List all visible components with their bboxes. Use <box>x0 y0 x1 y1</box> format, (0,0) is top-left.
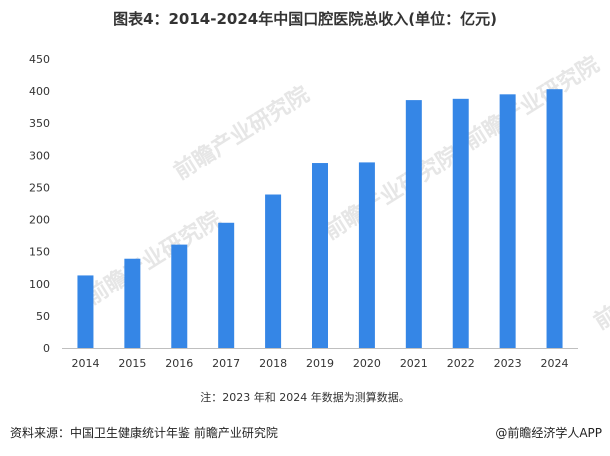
footer: 资料来源：中国卫生健康统计年鉴 前瞻产业研究院 @前瞻经济学人APP <box>0 418 610 444</box>
svg-text:前瞻产业研究院: 前瞻产业研究院 <box>169 81 313 185</box>
bar-2015 <box>124 258 141 348</box>
y-tick-label: 300 <box>29 149 50 162</box>
y-tick-label: 150 <box>29 246 50 259</box>
y-tick-label: 450 <box>29 53 50 66</box>
y-tick-label: 200 <box>29 214 50 227</box>
x-tick-label: 2015 <box>118 357 146 370</box>
bar-2017 <box>218 222 235 348</box>
bar-2020 <box>358 162 375 348</box>
svg-text:前瞻产业研究院: 前瞻产业研究院 <box>589 231 610 335</box>
bar-2014 <box>77 275 94 348</box>
x-tick-label: 2020 <box>353 357 381 370</box>
watermark: 前瞻产业研究院 <box>81 206 225 310</box>
x-tick-label: 2016 <box>165 357 193 370</box>
chart-note: 注：2023 年和 2024 年数据为测算数据。 <box>200 391 410 404</box>
bars <box>77 89 563 348</box>
y-tick-label: 250 <box>29 181 50 194</box>
x-tick-label: 2019 <box>306 357 334 370</box>
bar-2016 <box>171 244 188 348</box>
x-tick-label: 2024 <box>541 357 569 370</box>
watermark: 前瞻产业研究院 <box>589 231 610 335</box>
watermark: 前瞻产业研究院 <box>169 81 313 185</box>
y-tick-label: 100 <box>29 278 50 291</box>
y-tick-label: 0 <box>43 342 50 355</box>
source-text: 资料来源：中国卫生健康统计年鉴 前瞻产业研究院 <box>10 426 278 440</box>
y-tick-label: 400 <box>29 85 50 98</box>
watermark: 前瞻产业研究院 <box>319 141 463 245</box>
y-axis: 0 50 100 150 200 250 300 350 400 450 <box>29 53 50 355</box>
bar-2023 <box>499 94 516 348</box>
svg-text:前瞻产业研究院: 前瞻产业研究院 <box>459 51 603 155</box>
bar-2018 <box>265 194 282 348</box>
brand-text: @前瞻经济学人APP <box>495 426 602 440</box>
x-tick-label: 2021 <box>400 357 428 370</box>
bar-2024 <box>546 89 563 348</box>
svg-text:前瞻产业研究院: 前瞻产业研究院 <box>81 206 225 310</box>
x-tick-label: 2014 <box>71 357 99 370</box>
y-tick-label: 350 <box>29 117 50 130</box>
bar-2019 <box>312 163 328 348</box>
y-tick-label: 50 <box>36 310 50 323</box>
bar-2021 <box>405 100 422 348</box>
svg-text:前瞻产业研究院: 前瞻产业研究院 <box>319 141 463 245</box>
x-tick-label: 2018 <box>259 357 287 370</box>
watermark: 前瞻产业研究院 <box>459 51 603 155</box>
bar-2022 <box>452 98 469 348</box>
x-axis: 2014 2015 2016 2017 2018 2019 2020 2021 2022 2023… <box>71 357 568 370</box>
x-tick-label: 2023 <box>494 357 522 370</box>
x-tick-label: 2017 <box>212 357 240 370</box>
x-tick-label: 2022 <box>447 357 475 370</box>
chart-title: 图表4：2014-2024年中国口腔医院总收入(单位：亿元) <box>113 10 497 28</box>
